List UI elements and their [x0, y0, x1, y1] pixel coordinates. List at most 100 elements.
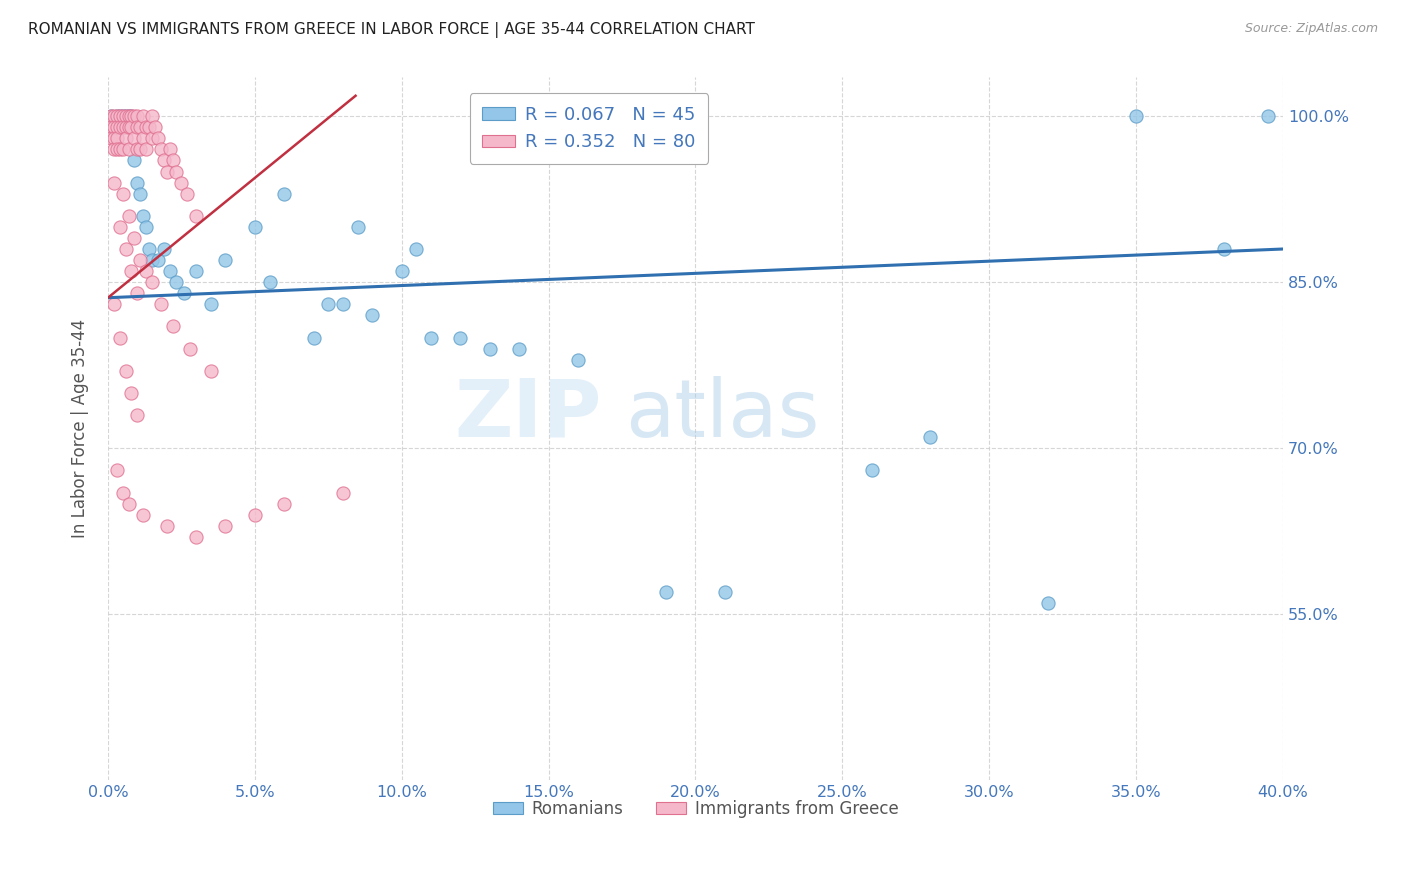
- Point: [162, 319, 184, 334]
- Point: [165, 275, 187, 289]
- Point: [105, 109, 128, 123]
- Point: [156, 164, 179, 178]
- Point: [1213, 242, 1236, 256]
- Point: [450, 330, 472, 344]
- Point: [655, 585, 678, 599]
- Point: [1036, 596, 1059, 610]
- Point: [103, 142, 125, 156]
- Point: [117, 142, 139, 156]
- Legend: Romanians, Immigrants from Greece: Romanians, Immigrants from Greece: [486, 793, 905, 825]
- Point: [103, 176, 125, 190]
- Point: [153, 153, 176, 168]
- Text: Source: ZipAtlas.com: Source: ZipAtlas.com: [1244, 22, 1378, 36]
- Point: [117, 120, 139, 135]
- Point: [117, 109, 139, 123]
- Point: [114, 242, 136, 256]
- Point: [121, 109, 143, 123]
- Point: [100, 131, 122, 145]
- Point: [111, 109, 134, 123]
- Point: [132, 508, 155, 522]
- Point: [127, 408, 149, 422]
- Point: [302, 330, 325, 344]
- Point: [129, 186, 152, 201]
- Point: [105, 131, 128, 145]
- Point: [103, 131, 125, 145]
- Point: [127, 120, 149, 135]
- Point: [114, 109, 136, 123]
- Point: [135, 219, 157, 234]
- Point: [146, 253, 169, 268]
- Point: [132, 209, 155, 223]
- Point: [153, 242, 176, 256]
- Point: [138, 120, 160, 135]
- Point: [200, 297, 222, 311]
- Point: [391, 264, 413, 278]
- Point: [567, 352, 589, 367]
- Point: [259, 275, 281, 289]
- Point: [121, 120, 143, 135]
- Point: [129, 253, 152, 268]
- Point: [184, 264, 207, 278]
- Point: [141, 131, 163, 145]
- Point: [100, 109, 122, 123]
- Point: [108, 330, 131, 344]
- Point: [141, 253, 163, 268]
- Text: atlas: atlas: [626, 376, 820, 454]
- Point: [100, 109, 122, 123]
- Point: [124, 153, 146, 168]
- Point: [149, 142, 172, 156]
- Point: [361, 309, 384, 323]
- Point: [920, 430, 942, 444]
- Point: [332, 297, 354, 311]
- Point: [141, 275, 163, 289]
- Point: [108, 219, 131, 234]
- Point: [124, 131, 146, 145]
- Point: [108, 109, 131, 123]
- Point: [170, 176, 193, 190]
- Point: [114, 364, 136, 378]
- Point: [121, 109, 143, 123]
- Point: [243, 508, 266, 522]
- Point: [184, 209, 207, 223]
- Point: [108, 120, 131, 135]
- Point: [173, 286, 195, 301]
- Point: [111, 142, 134, 156]
- Point: [214, 253, 236, 268]
- Point: [117, 209, 139, 223]
- Point: [114, 109, 136, 123]
- Point: [132, 109, 155, 123]
- Point: [127, 109, 149, 123]
- Point: [135, 120, 157, 135]
- Point: [714, 585, 737, 599]
- Point: [156, 518, 179, 533]
- Point: [346, 219, 368, 234]
- Point: [860, 463, 883, 477]
- Point: [127, 176, 149, 190]
- Point: [1125, 109, 1147, 123]
- Point: [159, 142, 181, 156]
- Point: [141, 109, 163, 123]
- Point: [135, 142, 157, 156]
- Point: [111, 120, 134, 135]
- Point: [149, 297, 172, 311]
- Point: [103, 297, 125, 311]
- Point: [124, 231, 146, 245]
- Point: [127, 286, 149, 301]
- Point: [129, 142, 152, 156]
- Point: [103, 109, 125, 123]
- Point: [105, 109, 128, 123]
- Text: ZIP: ZIP: [454, 376, 602, 454]
- Point: [108, 109, 131, 123]
- Point: [138, 242, 160, 256]
- Point: [129, 120, 152, 135]
- Point: [103, 120, 125, 135]
- Point: [105, 142, 128, 156]
- Point: [176, 186, 198, 201]
- Point: [1257, 109, 1279, 123]
- Point: [114, 131, 136, 145]
- Point: [108, 142, 131, 156]
- Point: [132, 131, 155, 145]
- Point: [179, 342, 201, 356]
- Point: [316, 297, 339, 311]
- Point: [478, 342, 501, 356]
